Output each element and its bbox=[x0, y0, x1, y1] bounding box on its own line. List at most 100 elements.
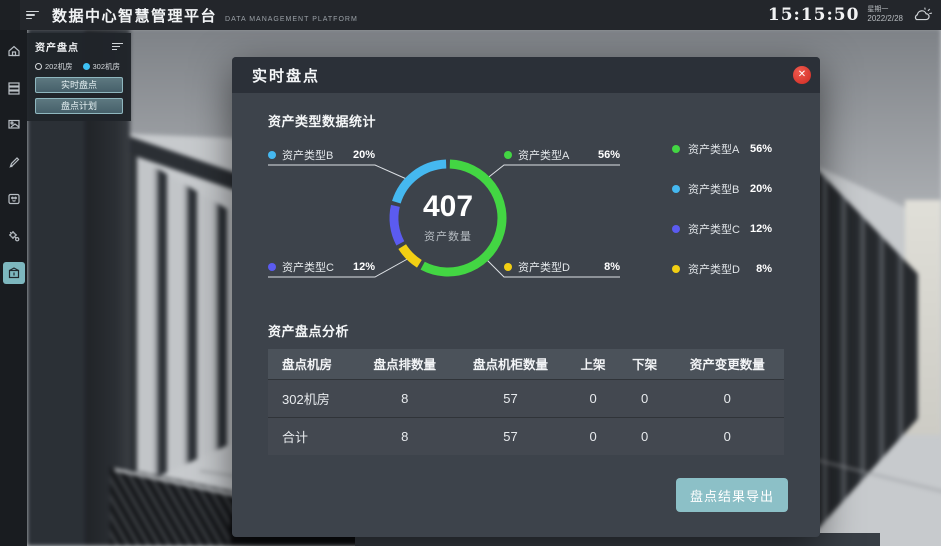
cell: 合计 bbox=[268, 416, 356, 455]
asset-total-value: 407 bbox=[422, 190, 474, 223]
legend-row-a: 资产类型A 56% bbox=[672, 141, 772, 157]
modal-body: 资产类型数据统计 407 资产数量 资产类型B 20% bbox=[232, 93, 820, 537]
pen-icon bbox=[8, 157, 19, 168]
series-d-percent: 8% bbox=[604, 261, 620, 273]
weather-icon[interactable] bbox=[911, 7, 933, 23]
callout-type-b: 资产类型B 20% bbox=[268, 147, 375, 163]
radio-room-202[interactable]: 202机房 bbox=[35, 61, 73, 72]
panel-title: 资产盘点 bbox=[35, 43, 79, 54]
gear-icon bbox=[8, 231, 19, 242]
col-cabinet-count: 盘点机柜数量 bbox=[453, 349, 568, 379]
legend-d-dot-icon bbox=[672, 265, 680, 273]
legend-row-b: 资产类型B 20% bbox=[672, 181, 772, 197]
legend-b-dot-icon bbox=[672, 185, 680, 193]
cell: 0 bbox=[618, 378, 671, 417]
legend-a-percent: 56% bbox=[749, 143, 772, 155]
inventory-plan-button[interactable]: 盘点计划 bbox=[35, 98, 123, 114]
room-radio-group: 202机房 302机房 bbox=[35, 61, 123, 72]
rail-item-monitor[interactable] bbox=[3, 114, 25, 136]
scene-server-racks bbox=[808, 160, 918, 540]
close-button[interactable]: ✕ bbox=[793, 66, 811, 84]
section-title-asset-type-stats: 资产类型数据统计 bbox=[268, 114, 377, 129]
legend-c-dot-icon bbox=[672, 225, 680, 233]
legend-c-percent: 12% bbox=[749, 223, 772, 235]
radio-circle-checked-icon bbox=[82, 63, 90, 70]
cell: 8 bbox=[355, 378, 454, 417]
callout-type-a: 资产类型A 56% bbox=[504, 147, 620, 163]
col-on-shelf: 上架 bbox=[567, 349, 619, 379]
top-header: 数据中心智慧管理平台 DATA MANAGEMENT PLATFORM 15:1… bbox=[0, 0, 941, 30]
icon-rail bbox=[0, 30, 27, 546]
callout-type-d: 资产类型D 8% bbox=[504, 259, 620, 275]
cell: 0 bbox=[670, 416, 784, 455]
header-right: 15:15:50 星期一 2022/2/28 bbox=[768, 0, 933, 30]
table-row: 合计 8 57 0 0 0 bbox=[268, 416, 784, 455]
legend-row-c: 资产类型C 12% bbox=[672, 221, 772, 237]
series-a-percent: 56% bbox=[597, 149, 620, 161]
panel-menu-icon[interactable] bbox=[112, 43, 123, 50]
export-results-button[interactable]: 盘点结果导出 bbox=[676, 478, 788, 512]
rail-item-settings[interactable] bbox=[3, 225, 25, 247]
app-title: 数据中心智慧管理平台 bbox=[52, 7, 218, 25]
cell: 0 bbox=[567, 416, 619, 455]
table-row: 302机房 8 57 0 0 0 bbox=[268, 378, 784, 417]
asset-box-icon bbox=[8, 267, 19, 279]
legend-c-name: 资产类型C bbox=[688, 224, 740, 236]
title-wrap: 数据中心智慧管理平台 DATA MANAGEMENT PLATFORM bbox=[52, 5, 358, 26]
series-c-percent: 12% bbox=[352, 261, 375, 273]
date: 2022/2/28 bbox=[867, 14, 903, 24]
radio-room-302[interactable]: 302机房 bbox=[82, 61, 121, 72]
rail-item-racks[interactable] bbox=[3, 77, 25, 99]
radio-circle-icon bbox=[35, 63, 42, 70]
rail-item-edit[interactable] bbox=[3, 151, 25, 173]
col-off-shelf: 下架 bbox=[618, 349, 671, 379]
series-a-dot-icon bbox=[504, 151, 512, 159]
series-b-percent: 20% bbox=[352, 149, 375, 161]
weekday: 星期一 bbox=[867, 5, 889, 13]
legend-a-name: 资产类型A bbox=[688, 144, 740, 156]
asset-type-donut-chart: 407 资产数量 资产类型B 20% 资产类型A 56% 资产类型C 12% bbox=[232, 137, 820, 317]
donut-chart-svg bbox=[389, 159, 507, 277]
legend-a-dot-icon bbox=[672, 145, 680, 153]
app-subtitle: DATA MANAGEMENT PLATFORM bbox=[225, 15, 358, 23]
monitor-icon bbox=[7, 119, 20, 129]
server-rack-icon bbox=[7, 82, 20, 95]
legend-d-percent: 8% bbox=[756, 263, 772, 275]
series-b-dot-icon bbox=[268, 151, 276, 159]
clock: 15:15:50 bbox=[767, 5, 860, 25]
realtime-inventory-button[interactable]: 实时盘点 bbox=[35, 77, 123, 93]
close-icon: ✕ bbox=[797, 69, 807, 80]
legend-b-name: 资产类型B bbox=[688, 184, 740, 196]
table-header-row: 盘点机房 盘点排数量 盘点机柜数量 上架 下架 资产变更数量 bbox=[268, 349, 784, 379]
radio-label: 302机房 bbox=[92, 62, 121, 71]
legend-row-d: 资产类型D 8% bbox=[672, 261, 772, 277]
radio-label: 202机房 bbox=[45, 62, 73, 71]
cell: 8 bbox=[355, 416, 454, 455]
section-title-inventory-analysis: 资产盘点分析 bbox=[268, 324, 350, 339]
rail-item-terminal[interactable] bbox=[3, 188, 25, 210]
asset-inventory-panel: 资产盘点 202机房 302机房 实时盘点 盘点计划 bbox=[27, 33, 131, 121]
col-asset-change: 资产变更数量 bbox=[670, 349, 784, 379]
series-c-name: 资产类型C bbox=[282, 262, 334, 274]
col-room: 盘点机房 bbox=[268, 349, 356, 379]
date-block: 星期一 2022/2/28 bbox=[867, 6, 903, 25]
cell: 57 bbox=[453, 378, 568, 417]
legend-d-name: 资产类型D bbox=[688, 264, 740, 276]
col-row-count: 盘点排数量 bbox=[355, 349, 454, 379]
series-a-name: 资产类型A bbox=[518, 150, 570, 162]
rail-item-asset-inventory[interactable] bbox=[2, 262, 25, 284]
panel-header: 资产盘点 bbox=[35, 39, 123, 54]
series-d-dot-icon bbox=[504, 263, 512, 271]
callout-type-c: 资产类型C 12% bbox=[268, 259, 375, 275]
cell: 57 bbox=[453, 416, 568, 455]
inventory-table: 盘点机房 盘点排数量 盘点机柜数量 上架 下架 资产变更数量 302机房 8 5… bbox=[268, 349, 784, 455]
header-left-pad bbox=[0, 0, 20, 30]
home-icon bbox=[7, 45, 20, 57]
cell: 0 bbox=[567, 378, 619, 417]
legend-b-percent: 20% bbox=[749, 183, 772, 195]
series-d-name: 资产类型D bbox=[518, 262, 570, 274]
rail-item-home[interactable] bbox=[3, 40, 25, 62]
chart-legend: 资产类型A 56% 资产类型B 20% 资产类型C 12% bbox=[672, 141, 772, 301]
menu-icon[interactable] bbox=[26, 10, 40, 20]
realtime-inventory-modal: 实时盘点 ✕ 资产类型数据统计 407 资产数量 bbox=[232, 57, 820, 537]
